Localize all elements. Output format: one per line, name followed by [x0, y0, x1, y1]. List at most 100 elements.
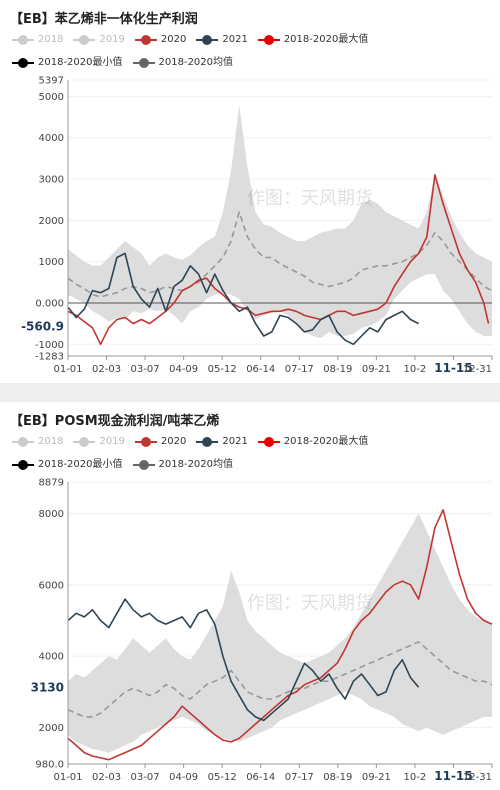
x-tick-label: 12-31 — [463, 364, 492, 375]
y-tick-label: 980.0 — [35, 760, 64, 771]
legend-item[interactable]: 2018-2020均值 — [132, 455, 234, 475]
range-band — [68, 104, 492, 339]
legend-item[interactable]: 2020 — [134, 432, 187, 452]
x-tick-label: 11-15 — [434, 769, 472, 783]
legend-item[interactable]: 2018-2020最大值 — [257, 30, 369, 50]
legend-label: 2018-2020均值 — [158, 459, 234, 470]
y-tick-label: 1000 — [39, 257, 64, 268]
legend-label: 2018-2020最小值 — [38, 459, 123, 470]
y-tick-label: 5397 — [39, 76, 64, 87]
legend-item[interactable]: 2020 — [134, 30, 187, 50]
x-tick-label: 08-19 — [323, 772, 352, 783]
legend-item[interactable]: 2021 — [196, 30, 248, 50]
chart-svg-2: 8879 8000 6000 4000 2000 980.0 3130 01-01 02-03 0… — [31, 478, 493, 783]
legend-item[interactable]: 2018 — [12, 30, 63, 50]
y-tick-label: -1283 — [35, 352, 64, 363]
chart-panel-2: 【EB】POSM现金流利润/吨苯乙烯 2018 2019 2020 2021 2018-… — [0, 402, 500, 790]
series-line — [67, 252, 419, 346]
x-tick-label: 05-12 — [208, 772, 237, 783]
legend-label: 2020 — [160, 436, 187, 447]
y-tick-label: 3000 — [39, 175, 64, 186]
x-tick-label: 04-09 — [169, 364, 198, 375]
x-tick-label: 06-14 — [246, 364, 275, 375]
x-tick-label: 10-2 — [404, 364, 427, 375]
y-tick-label: 6000 — [39, 580, 64, 591]
legend-label: 2019 — [99, 34, 125, 45]
chart-title: 【EB】POSM现金流利润/吨苯乙烯 — [10, 414, 220, 429]
y-tick-label: 4000 — [39, 133, 64, 144]
legend-label: 2018-2020最大值 — [283, 34, 369, 45]
chart-svg-1: 5397 5000 4000 3000 2000 1000 0.000 -1000-1283 -… — [21, 76, 493, 375]
x-tick-label: 10-2 — [404, 772, 427, 783]
legend-label: 2021 — [222, 34, 248, 45]
chart-title: 【EB】苯乙烯非一体化生产利润 — [10, 12, 198, 27]
y-tick-label: -1000 — [35, 340, 64, 351]
legend-marker-icon — [12, 35, 34, 45]
x-tick-label: 02-03 — [92, 364, 121, 375]
series-line — [67, 174, 490, 346]
y-marker-label: -560.9 — [21, 320, 64, 334]
legend-label: 2019 — [99, 436, 125, 447]
legend-item[interactable]: 2018 — [12, 432, 63, 452]
legend-item[interactable]: 2019 — [73, 30, 125, 50]
x-tick-label: 07-17 — [285, 772, 314, 783]
legend-marker-icon — [132, 58, 155, 68]
range-band — [68, 513, 492, 753]
x-tick-label: 03-07 — [131, 772, 160, 783]
legend-marker-icon — [196, 35, 219, 45]
y-tick-label: 2000 — [39, 723, 64, 734]
series-line — [67, 509, 493, 761]
legend-item[interactable]: 2018-2020最大值 — [257, 432, 369, 452]
legend-marker-icon — [196, 437, 219, 447]
legend-label: 2018 — [38, 34, 64, 45]
x-tick-label: 01-01 — [53, 772, 82, 783]
x-tick-label: 03-07 — [131, 364, 160, 375]
x-tick-label: 05-12 — [208, 364, 237, 375]
legend-label: 2020 — [160, 34, 187, 45]
x-tick-label: 07-17 — [285, 364, 314, 375]
legend-item[interactable]: 2018-2020最小值 — [12, 53, 123, 73]
legend-item[interactable]: 2021 — [196, 432, 248, 452]
series-line — [67, 598, 420, 722]
series-line — [67, 211, 493, 298]
y-marker-label: 3130 — [31, 681, 64, 695]
chart-legend: 2018 2019 2020 2021 2018-2020最大值 2018-2020最小值… — [12, 30, 492, 76]
chart-legend: 2018 2019 2020 2021 2018-2020最大值 2018-2020最小值… — [12, 432, 492, 478]
y-tick-label: 4000 — [39, 652, 64, 663]
y-tick-label: 5000 — [39, 92, 64, 103]
legend-label: 2018 — [38, 436, 64, 447]
legend-item[interactable]: 2018-2020均值 — [132, 53, 234, 73]
legend-label: 2021 — [222, 436, 248, 447]
y-tick-label: 2000 — [39, 216, 64, 227]
watermark: 作图：天风期货 — [247, 188, 373, 209]
x-tick-label: 01-01 — [53, 364, 82, 375]
legend-marker-icon — [12, 58, 34, 68]
legend-marker-icon — [257, 437, 280, 447]
legend-marker-icon — [134, 437, 157, 447]
legend-label: 2018-2020最小值 — [38, 57, 123, 68]
chart-panel-1: 【EB】苯乙烯非一体化生产利润 2018 2019 2020 2021 2018-202… — [0, 0, 500, 383]
series-line — [67, 641, 493, 718]
legend-label: 2018-2020最大值 — [283, 436, 369, 447]
legend-marker-icon — [134, 35, 157, 45]
x-tick-label: 09-21 — [362, 772, 391, 783]
legend-item[interactable]: 2018-2020最小值 — [12, 455, 123, 475]
legend-marker-icon — [73, 35, 96, 45]
panel-divider — [0, 383, 500, 402]
x-tick-label: 09-21 — [362, 364, 391, 375]
legend-item[interactable]: 2019 — [73, 432, 125, 452]
y-tick-label: 0.000 — [35, 298, 64, 309]
y-tick-label: 8879 — [39, 478, 64, 489]
x-tick-label: 06-14 — [246, 772, 275, 783]
legend-marker-icon — [12, 437, 34, 447]
watermark: 作图：天风期货 — [247, 593, 373, 614]
legend-marker-icon — [257, 35, 280, 45]
x-tick-label: 08-19 — [323, 364, 352, 375]
x-tick-label: 02-03 — [92, 772, 121, 783]
x-tick-label: 12-31 — [463, 772, 492, 783]
legend-label: 2018-2020均值 — [158, 57, 234, 68]
x-tick-label: 04-09 — [169, 772, 198, 783]
legend-marker-icon — [12, 460, 34, 470]
legend-marker-icon — [73, 437, 96, 447]
legend-marker-icon — [132, 460, 155, 470]
